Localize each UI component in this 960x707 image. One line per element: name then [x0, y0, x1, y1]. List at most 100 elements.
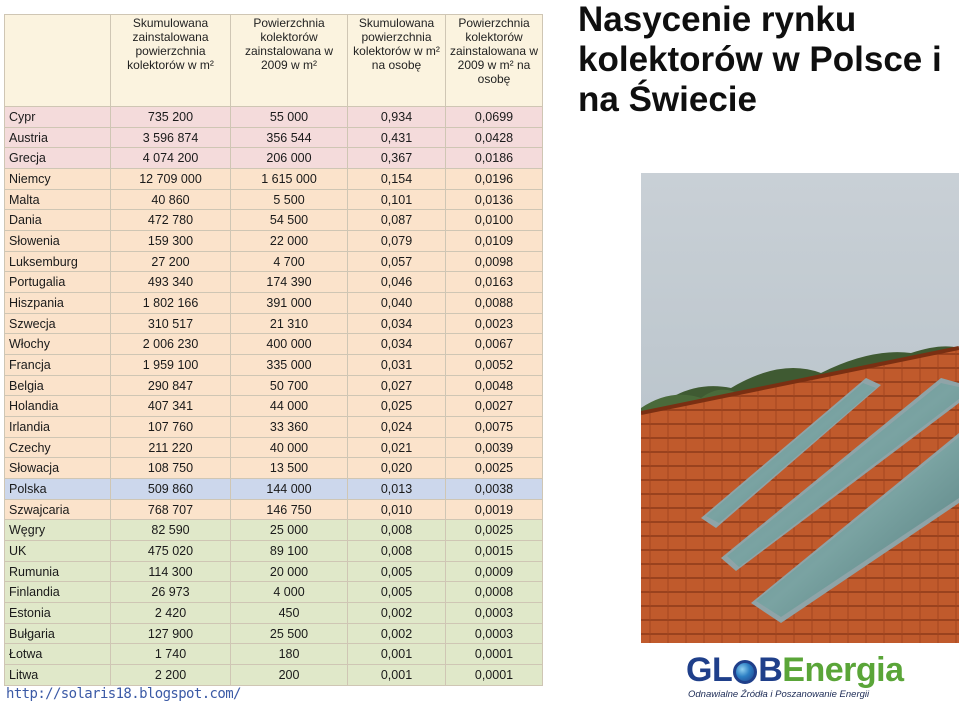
- cell-cumulative-per-person: 0,101: [347, 188, 446, 211]
- cell-cumulative-per-person: 0,025: [347, 395, 446, 418]
- cell-area-2009-per-person: 0,0186: [445, 147, 543, 170]
- table-row: Luksemburg 27 200 4 700 0,057 0,0098: [4, 250, 543, 273]
- table-row: Holandia 407 341 44 000 0,025 0,0027: [4, 395, 543, 418]
- cell-area-2009: 5 500: [230, 188, 348, 211]
- cell-cumulative-area: 735 200: [110, 106, 231, 128]
- cell-cumulative-area: 768 707: [110, 498, 231, 521]
- table-row: Hiszpania 1 802 166 391 000 0,040 0,0088: [4, 292, 543, 314]
- cell-area-2009: 146 750: [230, 498, 348, 521]
- table-row: Łotwa 1 740 180 0,001 0,0001: [4, 643, 543, 666]
- cell-country: Szwecja: [4, 312, 111, 335]
- cell-cumulative-per-person: 0,431: [347, 126, 446, 149]
- cell-area-2009-per-person: 0,0015: [445, 540, 543, 562]
- cell-cumulative-area: 82 590: [110, 519, 231, 542]
- table-row: Szwajcaria 768 707 146 750 0,010 0,0019: [4, 498, 543, 521]
- cell-cumulative-area: 407 341: [110, 395, 231, 418]
- source-link[interactable]: http://solaris18.blogspot.com/: [6, 686, 241, 702]
- table-row: Finlandia 26 973 4 000 0,005 0,0008: [4, 581, 543, 604]
- cell-cumulative-per-person: 0,154: [347, 168, 446, 190]
- cell-area-2009-per-person: 0,0052: [445, 354, 543, 376]
- cell-area-2009: 174 390: [230, 271, 348, 294]
- cell-country: Dania: [4, 209, 111, 232]
- cell-area-2009-per-person: 0,0196: [445, 168, 543, 190]
- cell-country: Szwajcaria: [4, 498, 111, 521]
- cell-area-2009-per-person: 0,0075: [445, 416, 543, 438]
- table-header-row: Skumulowana zainstalowana powierzchnia k…: [4, 14, 543, 107]
- table-row: Portugalia 493 340 174 390 0,046 0,0163: [4, 271, 543, 294]
- collector-market-table: Skumulowana zainstalowana powierzchnia k…: [4, 14, 543, 686]
- cell-cumulative-area: 1 740: [110, 643, 231, 666]
- cell-area-2009-per-person: 0,0136: [445, 188, 543, 211]
- table-row: Polska 509 860 144 000 0,013 0,0038: [4, 478, 543, 500]
- table-row: Słowenia 159 300 22 000 0,079 0,0109: [4, 230, 543, 252]
- cell-country: UK: [4, 540, 111, 562]
- cell-cumulative-per-person: 0,013: [347, 478, 446, 500]
- table-row: Irlandia 107 760 33 360 0,024 0,0075: [4, 416, 543, 438]
- header-2009-per-person: Powierzchnia kolektorów zainstalowana w …: [445, 14, 543, 107]
- cell-cumulative-area: 3 596 874: [110, 126, 231, 149]
- cell-area-2009-per-person: 0,0008: [445, 581, 543, 604]
- cell-country: Luksemburg: [4, 250, 111, 273]
- table-row: Czechy 211 220 40 000 0,021 0,0039: [4, 436, 543, 459]
- cell-area-2009-per-person: 0,0023: [445, 312, 543, 335]
- table-row: Grecja 4 074 200 206 000 0,367 0,0186: [4, 147, 543, 170]
- cell-country: Belgia: [4, 374, 111, 397]
- table-row: Słowacja 108 750 13 500 0,020 0,0025: [4, 457, 543, 480]
- table-body: Cypr 735 200 55 000 0,934 0,0699 Austria 3 596…: [4, 106, 543, 686]
- cell-country: Austria: [4, 126, 111, 149]
- cell-area-2009: 200: [230, 664, 348, 686]
- cell-area-2009-per-person: 0,0067: [445, 333, 543, 356]
- cell-cumulative-per-person: 0,021: [347, 436, 446, 459]
- cell-cumulative-per-person: 0,010: [347, 498, 446, 521]
- cell-area-2009-per-person: 0,0001: [445, 643, 543, 666]
- cell-area-2009-per-person: 0,0025: [445, 457, 543, 480]
- table-row: Niemcy 12 709 000 1 615 000 0,154 0,0196: [4, 168, 543, 190]
- cell-area-2009: 44 000: [230, 395, 348, 418]
- cell-area-2009-per-person: 0,0109: [445, 230, 543, 252]
- cell-country: Bułgaria: [4, 622, 111, 645]
- table-row: Malta 40 860 5 500 0,101 0,0136: [4, 188, 543, 211]
- cell-cumulative-area: 12 709 000: [110, 168, 231, 190]
- cell-area-2009: 25 000: [230, 519, 348, 542]
- cell-area-2009: 144 000: [230, 478, 348, 500]
- table-row: Węgry 82 590 25 000 0,008 0,0025: [4, 519, 543, 542]
- cell-cumulative-per-person: 0,031: [347, 354, 446, 376]
- cell-area-2009: 335 000: [230, 354, 348, 376]
- cell-cumulative-per-person: 0,008: [347, 519, 446, 542]
- cell-cumulative-per-person: 0,087: [347, 209, 446, 232]
- cell-area-2009: 4 700: [230, 250, 348, 273]
- cell-area-2009: 13 500: [230, 457, 348, 480]
- cell-area-2009-per-person: 0,0019: [445, 498, 543, 521]
- cell-cumulative-per-person: 0,034: [347, 333, 446, 356]
- cell-area-2009: 206 000: [230, 147, 348, 170]
- cell-area-2009-per-person: 0,0428: [445, 126, 543, 149]
- cell-cumulative-area: 2 200: [110, 664, 231, 686]
- cell-area-2009-per-person: 0,0001: [445, 664, 543, 686]
- cell-cumulative-per-person: 0,079: [347, 230, 446, 252]
- cell-cumulative-area: 26 973: [110, 581, 231, 604]
- logo-part-gl: GL: [686, 651, 733, 689]
- cell-cumulative-area: 114 300: [110, 560, 231, 583]
- cell-area-2009: 55 000: [230, 106, 348, 128]
- cell-area-2009-per-person: 0,0163: [445, 271, 543, 294]
- cell-cumulative-area: 2 420: [110, 602, 231, 624]
- header-area-2009: Powierzchnia kolektorów zainstalowana w …: [230, 14, 348, 107]
- cell-cumulative-per-person: 0,005: [347, 560, 446, 583]
- cell-area-2009: 22 000: [230, 230, 348, 252]
- page-title: Nasycenie rynku kolektorów w Polsce i na…: [578, 0, 942, 119]
- table-row: UK 475 020 89 100 0,008 0,0015: [4, 540, 543, 562]
- cell-cumulative-area: 290 847: [110, 374, 231, 397]
- globenergia-logo: GL BEnergia Odnawialne Źródła i Poszanowa…: [686, 652, 956, 702]
- cell-cumulative-per-person: 0,046: [347, 271, 446, 294]
- cell-cumulative-area: 472 780: [110, 209, 231, 232]
- logo-wordmark: GL BEnergia: [686, 652, 904, 688]
- cell-country: Irlandia: [4, 416, 111, 438]
- solar-collectors-on-roof-photo: [641, 173, 959, 643]
- logo-part-energia: Energia: [782, 651, 904, 689]
- cell-area-2009-per-person: 0,0038: [445, 478, 543, 500]
- cell-country: Malta: [4, 188, 111, 211]
- cell-cumulative-area: 475 020: [110, 540, 231, 562]
- table-row: Rumunia 114 300 20 000 0,005 0,0009: [4, 560, 543, 583]
- cell-cumulative-area: 1 802 166: [110, 292, 231, 314]
- cell-cumulative-per-person: 0,057: [347, 250, 446, 273]
